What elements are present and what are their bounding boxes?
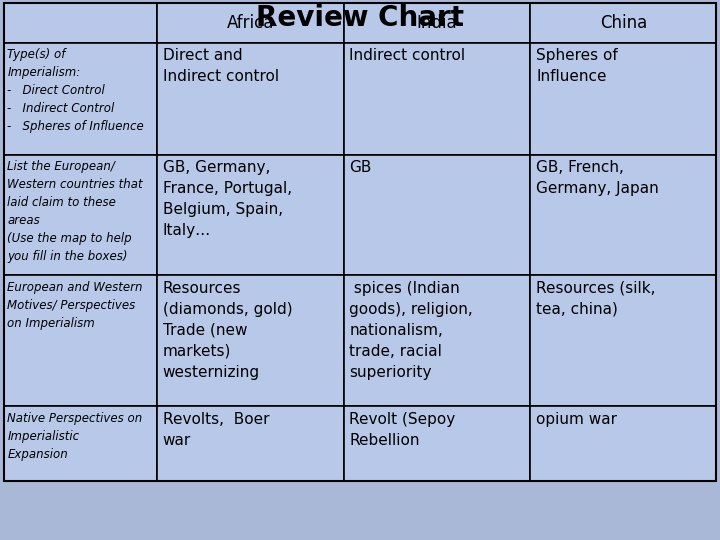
Bar [157, 3, 343, 43]
Text: Resources (silk,
tea, china): Resources (silk, tea, china) [536, 281, 656, 317]
Text: Indirect control: Indirect control [349, 48, 466, 63]
Bar [343, 43, 531, 155]
Text: GB, Germany,
France, Portugal,
Belgium, Spain,
Italy…: GB, Germany, France, Portugal, Belgium, … [163, 160, 292, 239]
Text: India: India [417, 14, 457, 32]
Text: Review Chart: Review Chart [256, 4, 464, 32]
Bar [4, 3, 716, 481]
Text: European and Western
Motives/ Perspectives
on Imperialism: European and Western Motives/ Perspectiv… [7, 281, 143, 330]
Text: spices (Indian
goods), religion,
nationalism,
trade, racial
superiority: spices (Indian goods), religion, nationa… [349, 281, 473, 380]
Bar [531, 275, 716, 406]
Bar [4, 275, 157, 406]
Bar [4, 43, 157, 155]
Bar [343, 3, 531, 43]
Bar [4, 406, 157, 481]
Bar [531, 3, 716, 43]
Text: Revolts,  Boer
war: Revolts, Boer war [163, 411, 269, 448]
Bar [157, 43, 343, 155]
Bar [157, 155, 343, 275]
Bar [343, 406, 531, 481]
Bar [531, 406, 716, 481]
Text: opium war: opium war [536, 411, 617, 427]
Text: Type(s) of
Imperialism:
-   Direct Control
-   Indirect Control
-   Spheres of I: Type(s) of Imperialism: - Direct Control… [7, 48, 144, 133]
Text: GB: GB [349, 160, 372, 176]
Text: Africa: Africa [227, 14, 274, 32]
Text: Spheres of
Influence: Spheres of Influence [536, 48, 618, 84]
Text: List the European/
Western countries that
laid claim to these
areas
(Use the map: List the European/ Western countries tha… [7, 160, 143, 264]
Text: GB, French,
Germany, Japan: GB, French, Germany, Japan [536, 160, 659, 197]
Text: Native Perspectives on
Imperialistic
Expansion: Native Perspectives on Imperialistic Exp… [7, 411, 143, 461]
Bar [343, 275, 531, 406]
Bar [531, 43, 716, 155]
Bar [157, 275, 343, 406]
Text: China: China [600, 14, 647, 32]
Bar [343, 155, 531, 275]
Bar [4, 155, 157, 275]
Text: Resources
(diamonds, gold)
Trade (new
markets)
westernizing: Resources (diamonds, gold) Trade (new ma… [163, 281, 292, 380]
Bar [531, 155, 716, 275]
Bar [157, 406, 343, 481]
Text: Direct and
Indirect control: Direct and Indirect control [163, 48, 279, 84]
Bar [4, 3, 157, 43]
Text: Revolt (Sepoy
Rebellion: Revolt (Sepoy Rebellion [349, 411, 456, 448]
